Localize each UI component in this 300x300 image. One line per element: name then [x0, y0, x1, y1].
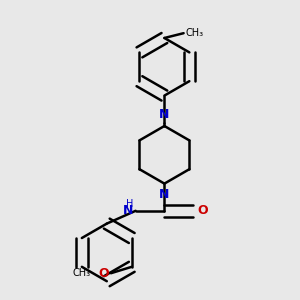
Text: N: N [159, 188, 170, 201]
Text: O: O [99, 267, 109, 280]
Text: N: N [123, 204, 133, 217]
Text: CH₃: CH₃ [72, 268, 90, 278]
Text: O: O [197, 204, 208, 217]
Text: N: N [159, 108, 170, 121]
Text: CH₃: CH₃ [185, 28, 203, 38]
Text: H: H [126, 200, 133, 209]
